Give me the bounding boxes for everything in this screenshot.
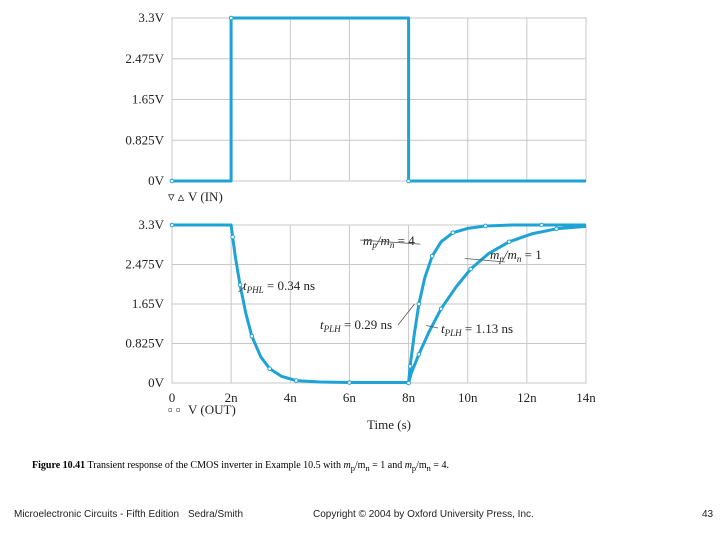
y-tick-label-2-3: 0.825V	[125, 336, 164, 351]
caption-slash: /m	[354, 460, 366, 471]
footer-authors: Sedra/Smith	[188, 509, 244, 520]
series-point-2-1-0	[169, 222, 175, 228]
x-tick-label-3: 6n	[343, 390, 357, 405]
annotation-tphl: tPHL = 0.34 ns	[243, 278, 315, 295]
series-point-2-1-2	[230, 234, 235, 240]
series-point-2-2-10	[554, 226, 559, 232]
series-point-1-1-2	[228, 15, 234, 21]
x-tick-label-4: 8n	[402, 390, 416, 405]
caption-between: = 1 and	[369, 460, 405, 471]
series-point-2-1-16	[416, 301, 422, 307]
figure-caption: Figure 10.41 Transient response of the C…	[32, 460, 449, 473]
legend-markers-2: ▫ ▫	[168, 402, 180, 417]
footer-book-title: Microelectronic Circuits - Fifth Edition	[14, 509, 180, 520]
x-tick-label-2: 4n	[284, 390, 298, 405]
caption-text: Transient response of the CMOS inverter …	[85, 460, 344, 471]
y-tick-label-1-0: 3.3V	[138, 10, 164, 25]
annotation-leader-0	[359, 239, 421, 245]
footer-page-number: 43	[702, 509, 714, 520]
series-line-2-2	[407, 224, 587, 384]
series-point-2-2-0	[406, 380, 411, 386]
series-point-2-1-22	[483, 223, 488, 229]
caption-p-sub: p	[350, 464, 355, 473]
series-point-2-2-4	[438, 306, 444, 312]
y-tick-label-1-1: 2.475V	[125, 51, 164, 66]
series-point-2-2-6	[468, 266, 473, 272]
annotation-tplh4: tPLH = 0.29 ns	[320, 317, 392, 334]
series-point-2-2-2	[416, 351, 422, 357]
caption-figure-number: Figure 10.41	[32, 460, 86, 471]
x-tick-label-1: 2n	[225, 390, 239, 405]
annotation-ratio4: mp/mn = 4	[363, 233, 415, 250]
series-point-1-1-0	[169, 178, 175, 184]
series-point-2-1-10	[293, 378, 299, 383]
series-point-2-1-12	[347, 380, 352, 385]
caption-n-sub-2: n	[426, 464, 431, 473]
annotation-leader-2	[238, 286, 245, 293]
series-point-2-1-6	[249, 333, 255, 339]
x-tick-label-0: 0	[169, 390, 176, 405]
series-point-2-1-8	[267, 366, 272, 371]
series-point-2-1-4	[237, 282, 243, 288]
annotation-leader-3	[397, 303, 415, 326]
annotation-tplh1: tPLH = 1.13 ns	[441, 321, 513, 338]
y-tick-label-2-2: 1.65V	[132, 296, 165, 311]
y-tick-label-1-4: 0V	[148, 173, 165, 188]
series-point-2-1-14	[407, 363, 413, 369]
series-point-2-1-24	[539, 222, 544, 228]
caption-end: = 4.	[430, 460, 449, 471]
x-tick-label-6: 12n	[517, 390, 537, 405]
y-tick-label-1-3: 0.825V	[125, 132, 164, 147]
y-tick-label-2-0: 3.3V	[138, 217, 164, 232]
footer-copyright: Copyright © 2004 by Oxford University Pr…	[313, 509, 534, 520]
legend-markers-1: ▿ ▵	[168, 189, 185, 204]
x-axis-label: Time (s)	[367, 417, 411, 432]
series-point-2-1-20	[450, 230, 456, 235]
caption-p-sub-2: p	[411, 464, 417, 473]
series-point-2-1-18	[429, 253, 435, 259]
y-tick-label-1-2: 1.65V	[132, 92, 165, 107]
caption-mp-2: m	[404, 460, 412, 471]
y-tick-label-2-1: 2.475V	[125, 257, 164, 272]
caption-n-sub: n	[365, 464, 370, 473]
x-tick-label-7: 14n	[576, 390, 596, 405]
series-point-2-2-8	[506, 239, 512, 245]
series-point-1-1-4	[406, 178, 411, 184]
series-line-1-1	[172, 16, 586, 183]
annotation-leader-1	[464, 258, 506, 263]
legend-label-2: V (OUT)	[188, 402, 236, 417]
legend-label-1: V (IN)	[188, 189, 223, 204]
annotation-leader-4	[426, 325, 439, 329]
caption-mp: m	[343, 460, 351, 471]
annotation-ratio1: mp/mn = 1	[490, 247, 542, 264]
y-tick-label-2-4: 0V	[148, 375, 165, 390]
caption-slash-2: /m	[416, 460, 427, 471]
x-tick-label-5: 10n	[458, 390, 478, 405]
